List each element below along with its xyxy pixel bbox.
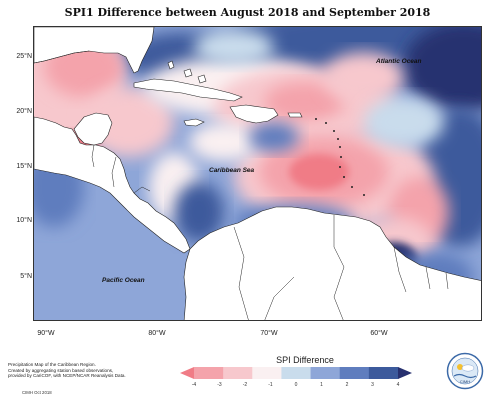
label-atlantic-ocean: Atlantic Ocean bbox=[375, 58, 422, 65]
colorbar-low-arrow bbox=[180, 367, 194, 379]
label-caribbean-sea: Caribbean Sea bbox=[209, 167, 255, 174]
credit-line-1: Precipitation Map of the Caribbean Regio… bbox=[8, 362, 96, 367]
wave-icon bbox=[453, 373, 477, 379]
credits: Precipitation Map of the Caribbean Regio… bbox=[8, 362, 183, 379]
logo-text: CIMH bbox=[460, 379, 470, 384]
colorbar-high-arrow bbox=[398, 367, 412, 379]
cloud-icon bbox=[461, 364, 475, 372]
legend-title: SPI Difference bbox=[276, 355, 334, 365]
colorbar-label: 2 bbox=[345, 382, 349, 388]
lat-label-25: 25°N bbox=[16, 53, 32, 60]
lat-label-20: 20°N bbox=[16, 108, 32, 115]
spi-map-canvas: Atlantic Ocean Caribbean Sea Pacific Oce… bbox=[34, 27, 481, 320]
colorbar-cell bbox=[194, 367, 224, 379]
colorbar-label: -3 bbox=[217, 382, 222, 388]
colorbar-cell bbox=[281, 367, 312, 379]
lon-label-60w: 60°W bbox=[370, 330, 388, 337]
lat-label-5: 5°N bbox=[20, 273, 32, 280]
colorbar-cell bbox=[368, 367, 399, 379]
colorbar-label: -2 bbox=[242, 382, 248, 388]
landmasses bbox=[34, 27, 481, 320]
colorbar-cell bbox=[223, 367, 253, 379]
credit-line-3: provided by CariCOF, with NCEP/NCAR Rean… bbox=[8, 373, 126, 379]
colorbar-label: 4 bbox=[396, 382, 400, 388]
colorbar-label: -1 bbox=[268, 382, 273, 388]
colorbar-label: 3 bbox=[371, 382, 374, 388]
country-borders bbox=[34, 50, 449, 320]
credit-date: CIMH Oct 2018 bbox=[22, 390, 52, 395]
lon-label-70w: 70°W bbox=[260, 330, 278, 337]
label-pacific-ocean: Pacific Ocean bbox=[102, 277, 145, 284]
colorbar-cell bbox=[339, 367, 370, 379]
map-title: SPI1 Difference between August 2018 and … bbox=[64, 6, 431, 19]
colorbar-cell bbox=[252, 367, 282, 379]
sun-icon bbox=[457, 364, 463, 370]
lon-label-90w: 90°W bbox=[37, 330, 55, 337]
spi-colorbar bbox=[180, 367, 412, 379]
colorbar-label: 0 bbox=[294, 382, 298, 388]
lat-label-15: 15°N bbox=[16, 163, 32, 170]
credit-line-2: Created by aggregating station based obs… bbox=[8, 367, 114, 373]
lon-label-80w: 80°W bbox=[148, 330, 166, 337]
spi-map: Atlantic Ocean Caribbean Sea Pacific Oce… bbox=[33, 26, 482, 321]
colorbar-label: 1 bbox=[320, 382, 323, 388]
colorbar-cells bbox=[194, 367, 399, 379]
lat-label-10: 10°N bbox=[16, 217, 32, 224]
colorbar-label: -4 bbox=[191, 382, 197, 388]
cimh-logo: CIMH bbox=[446, 352, 484, 390]
lesser-antilles bbox=[315, 118, 365, 196]
colorbar-cell bbox=[310, 367, 341, 379]
